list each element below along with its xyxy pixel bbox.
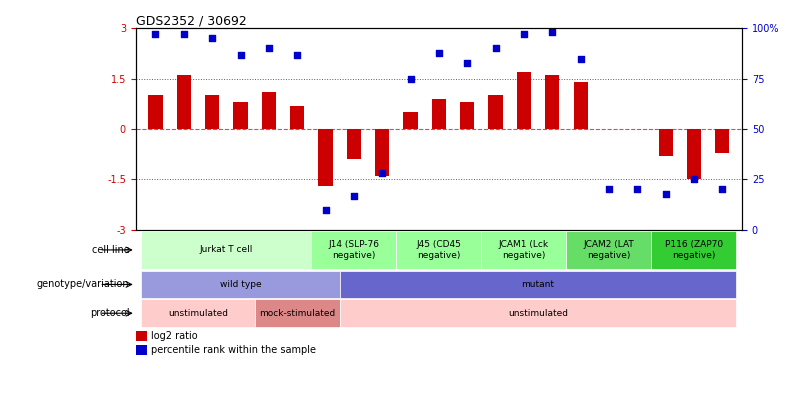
- Point: [489, 45, 502, 52]
- Point: [234, 51, 247, 58]
- Bar: [347, 129, 361, 159]
- Bar: [658, 129, 673, 156]
- FancyBboxPatch shape: [340, 299, 737, 327]
- Text: P116 (ZAP70
negative): P116 (ZAP70 negative): [665, 240, 723, 260]
- Bar: [432, 99, 446, 129]
- Bar: [148, 96, 163, 129]
- Point: [716, 186, 729, 193]
- Bar: [136, 330, 147, 341]
- Text: unstimulated: unstimulated: [168, 309, 228, 318]
- Text: genotype/variation: genotype/variation: [37, 279, 129, 290]
- FancyBboxPatch shape: [141, 271, 340, 298]
- Point: [575, 55, 587, 62]
- Text: percentile rank within the sample: percentile rank within the sample: [151, 345, 316, 355]
- Bar: [404, 112, 417, 129]
- FancyBboxPatch shape: [651, 230, 737, 269]
- Bar: [545, 75, 559, 129]
- Bar: [715, 129, 729, 153]
- FancyBboxPatch shape: [141, 230, 311, 269]
- Text: JCAM2 (LAT
negative): JCAM2 (LAT negative): [583, 240, 634, 260]
- Point: [631, 186, 644, 193]
- Point: [319, 207, 332, 213]
- Point: [376, 170, 389, 177]
- Bar: [234, 102, 247, 129]
- Point: [177, 31, 190, 38]
- Bar: [136, 345, 147, 355]
- Point: [602, 186, 615, 193]
- Text: J45 (CD45
negative): J45 (CD45 negative): [417, 240, 461, 260]
- FancyBboxPatch shape: [141, 299, 255, 327]
- FancyBboxPatch shape: [340, 271, 737, 298]
- Bar: [687, 129, 701, 179]
- Point: [461, 60, 474, 66]
- Bar: [205, 96, 219, 129]
- FancyBboxPatch shape: [397, 230, 481, 269]
- FancyBboxPatch shape: [481, 230, 567, 269]
- Text: protocol: protocol: [90, 308, 129, 318]
- FancyBboxPatch shape: [567, 230, 651, 269]
- Text: GDS2352 / 30692: GDS2352 / 30692: [136, 14, 247, 27]
- Point: [546, 29, 559, 36]
- Text: Jurkat T cell: Jurkat T cell: [200, 245, 253, 254]
- Bar: [318, 129, 333, 186]
- Point: [404, 75, 417, 82]
- Point: [290, 51, 303, 58]
- Point: [433, 49, 445, 56]
- Point: [347, 192, 360, 199]
- Point: [518, 31, 531, 38]
- Bar: [517, 72, 531, 129]
- Text: JCAM1 (Lck
negative): JCAM1 (Lck negative): [499, 240, 549, 260]
- Text: cell line: cell line: [92, 245, 129, 255]
- Text: wild type: wild type: [219, 280, 261, 289]
- Point: [206, 35, 219, 42]
- Bar: [262, 92, 276, 129]
- FancyBboxPatch shape: [311, 230, 397, 269]
- Text: J14 (SLP-76
negative): J14 (SLP-76 negative): [329, 240, 379, 260]
- Text: mock-stimulated: mock-stimulated: [259, 309, 335, 318]
- Text: log2 ratio: log2 ratio: [151, 330, 197, 341]
- Bar: [176, 75, 191, 129]
- Bar: [375, 129, 389, 176]
- Point: [263, 45, 275, 52]
- Bar: [460, 102, 474, 129]
- Bar: [488, 96, 503, 129]
- Point: [659, 190, 672, 197]
- Bar: [574, 82, 587, 129]
- Point: [149, 31, 162, 38]
- FancyBboxPatch shape: [255, 299, 340, 327]
- Bar: [290, 106, 304, 129]
- Text: unstimulated: unstimulated: [508, 309, 568, 318]
- Point: [688, 176, 701, 183]
- Text: mutant: mutant: [522, 280, 555, 289]
